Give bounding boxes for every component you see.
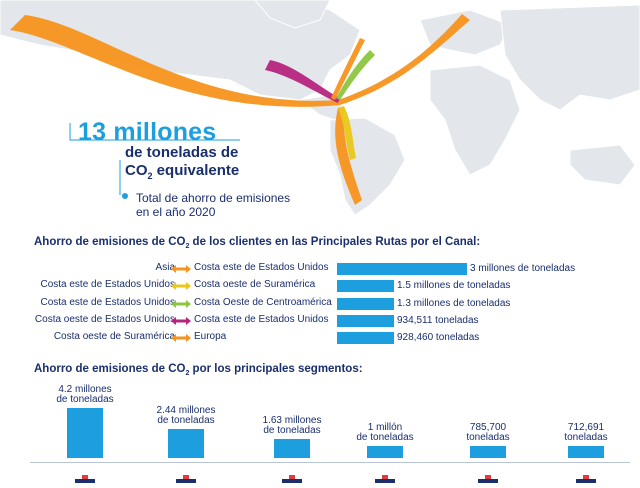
callout-dot	[122, 193, 128, 199]
segments-baseline	[30, 462, 630, 463]
tanker-icon	[174, 470, 198, 483]
route-value-label: 3 millones de toneladas	[470, 263, 576, 274]
route-destination-label: Costa este de Estados Unidos	[194, 313, 329, 325]
route-value-label: 928,460 toneladas	[397, 332, 480, 344]
lpg-carrier-icon	[373, 470, 397, 483]
segment-value-label: 2.44 millones de toneladas	[146, 404, 226, 426]
route-value-label: 1.5 millones de toneladas	[397, 280, 511, 292]
route-origin-label: Asia	[155, 262, 175, 273]
segment-value-label-line: toneladas	[466, 432, 510, 443]
ribbon-europe	[335, 108, 362, 205]
ribbon-orange-small	[331, 38, 365, 100]
headline-unit-line2: CO2 equivalente	[125, 162, 240, 181]
total-line1: Total de ahorro de emisiones	[136, 191, 291, 205]
north-america-shape	[0, 0, 361, 101]
route-value-label: 934,511 toneladas	[397, 314, 479, 326]
route-value-label: 1.3 millones de toneladas	[397, 297, 511, 309]
double-arrow-icon	[171, 282, 191, 291]
continents	[0, 0, 640, 216]
route-bar	[337, 263, 467, 275]
segment-value-label-line: de toneladas	[356, 432, 414, 443]
segment-value-label-line: de toneladas	[263, 424, 321, 436]
route-bar	[337, 332, 394, 345]
segment-value-label: 1 millón de toneladas	[345, 423, 425, 443]
headline-unit-line1: de toneladas de	[125, 144, 239, 161]
route-row: Costa oeste de Estados Unidos Costa este …	[0, 314, 335, 328]
route-row: Costa este de Estados Unidos Costa Oeste …	[0, 297, 335, 311]
route-bar	[337, 280, 394, 293]
segment-value-label: 712,691 toneladas	[546, 423, 626, 443]
segment-value-label-line: 1.63 millones	[262, 414, 322, 426]
segments-title: Ahorro de emisiones de CO2 por los princ…	[34, 363, 363, 377]
route-row: Asia Costa este de Estados Unidos	[0, 262, 335, 276]
segment-value-label: 1.63 millones de toneladas	[252, 414, 332, 436]
segment-bar	[367, 446, 403, 458]
headline-callout-lines	[69, 123, 240, 195]
route-row: Costa oeste de Suramérica Europa	[0, 331, 335, 345]
segment-value-label-line: 785,700	[469, 422, 507, 433]
segment-bar	[568, 446, 604, 458]
routes-title: Ahorro de emisiones de CO2 de los client…	[34, 236, 481, 250]
double-arrow-icon	[171, 299, 191, 308]
route-bar	[337, 297, 394, 310]
reefer-icon	[574, 470, 598, 483]
route-destination-label: Costa Oeste de Centroamérica	[194, 296, 332, 308]
segment-value-label: 785,700 toneladas	[448, 423, 528, 443]
segment-value-label-line: toneladas	[564, 432, 608, 443]
segment-value-label-line: de toneladas	[56, 394, 114, 405]
greenland-shape	[254, 0, 331, 29]
route-ribbons	[10, 14, 470, 205]
segment-value-label-line: de toneladas	[157, 414, 215, 426]
ribbon-asia	[10, 15, 340, 107]
segment-bar	[470, 446, 506, 458]
ribbon-magenta	[265, 60, 340, 103]
ribbon-asia-east	[338, 14, 470, 105]
total-line2: en el año 2020	[136, 205, 216, 219]
double-arrow-icon	[171, 334, 191, 343]
route-destination-label: Costa oeste de Suramérica	[194, 279, 316, 291]
route-row: Costa este de Estados Unidos Costa oeste …	[0, 279, 335, 293]
segment-value-label-line: 4.2 millones	[58, 384, 112, 395]
bulk-carrier-icon	[280, 470, 304, 483]
segment-bar	[168, 428, 204, 458]
car-carrier-icon	[476, 470, 500, 483]
africa-shape	[429, 64, 521, 176]
segment-bar	[274, 438, 310, 458]
double-arrow-icon	[171, 316, 191, 325]
route-bar	[337, 314, 394, 327]
australia-shape	[569, 144, 636, 186]
headline-total: Total de ahorro de emisiones en el año 2…	[136, 191, 316, 219]
ribbon-yellow	[338, 106, 356, 160]
segment-bar	[67, 408, 103, 458]
asia-shape	[499, 4, 640, 111]
route-origin-label: Costa este de Estados Unidos	[40, 296, 175, 308]
double-arrow-icon	[171, 265, 191, 273]
container-ship-icon	[73, 470, 97, 483]
world-map	[0, 0, 640, 216]
route-destination-label: Costa este de Estados Unidos	[194, 262, 329, 273]
segment-value-label-line: 2.44 millones	[156, 404, 216, 416]
ribbon-green	[336, 50, 375, 100]
route-origin-label: Costa oeste de Estados Unidos	[34, 313, 175, 325]
route-origin-label: Costa oeste de Suramérica	[53, 331, 175, 343]
headline-amount: 13 millones	[78, 118, 217, 146]
segment-value-label-line: 1 millón	[367, 422, 403, 433]
segment-value-label-line: 712,691	[567, 422, 605, 433]
route-origin-label: Costa este de Estados Unidos	[40, 279, 175, 291]
route-destination-label: Europa	[194, 331, 227, 343]
segment-value-label: 4.2 millones de toneladas	[45, 385, 125, 405]
